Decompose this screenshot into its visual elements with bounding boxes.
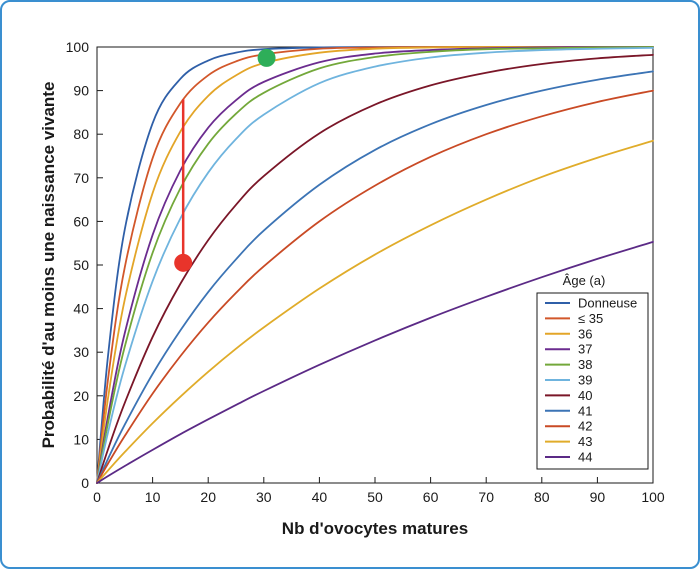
legend-entry-label: 38 bbox=[578, 357, 592, 372]
x-tick-label: 0 bbox=[93, 489, 101, 505]
series-line-10 bbox=[96, 240, 654, 484]
y-tick-label: 20 bbox=[73, 388, 89, 404]
legend-entry-label: 36 bbox=[578, 326, 592, 341]
y-tick-label: 30 bbox=[73, 344, 89, 360]
legend-entry-label: 37 bbox=[578, 342, 592, 357]
y-tick-label: 10 bbox=[73, 431, 89, 447]
series-line-7 bbox=[96, 70, 654, 484]
x-tick-label: 30 bbox=[256, 489, 272, 505]
y-axis-title: Probabilité d'au moins une naissance viv… bbox=[39, 82, 58, 449]
series-line-5 bbox=[96, 46, 654, 484]
series-line-4 bbox=[96, 46, 654, 484]
x-tick-label: 40 bbox=[312, 489, 328, 505]
series-line-6 bbox=[96, 53, 654, 484]
x-tick-label: 100 bbox=[641, 489, 665, 505]
legend-entry-label: 43 bbox=[578, 434, 592, 449]
series-lines bbox=[96, 46, 654, 484]
x-tick-label: 70 bbox=[478, 489, 494, 505]
series-line-9 bbox=[96, 139, 654, 484]
x-tick-label: 80 bbox=[534, 489, 550, 505]
legend-entry-label: ≤ 35 bbox=[578, 311, 603, 326]
series-line-8 bbox=[96, 89, 654, 484]
x-tick-label: 90 bbox=[590, 489, 606, 505]
highlight-marker-0 bbox=[174, 253, 193, 272]
y-tick-label: 40 bbox=[73, 301, 89, 317]
legend-entry-label: 42 bbox=[578, 419, 592, 434]
highlight-marker-1 bbox=[257, 48, 276, 67]
y-tick-label: 70 bbox=[73, 170, 89, 186]
x-tick-label: 60 bbox=[423, 489, 439, 505]
legend-entry-label: 39 bbox=[578, 373, 592, 388]
legend-entry-label: Donneuse bbox=[578, 296, 637, 311]
x-tick-label: 10 bbox=[145, 489, 161, 505]
legend-entry-label: 44 bbox=[578, 450, 592, 465]
legend-entry-label: 40 bbox=[578, 388, 592, 403]
x-axis-title: Nb d'ovocytes matures bbox=[282, 519, 468, 538]
y-tick-label: 90 bbox=[73, 83, 89, 99]
x-tick-label: 50 bbox=[367, 489, 383, 505]
y-tick-label: 80 bbox=[73, 126, 89, 142]
y-tick-label: 60 bbox=[73, 213, 89, 229]
y-tick-label: 100 bbox=[66, 39, 90, 55]
x-axis-ticks: 0 10 20 30 40 50 60 70 80 90 100 bbox=[93, 477, 665, 505]
x-tick-label: 20 bbox=[200, 489, 216, 505]
y-tick-label: 0 bbox=[81, 475, 89, 491]
legend-entry-label: 41 bbox=[578, 403, 592, 418]
annotations bbox=[174, 48, 276, 272]
y-tick-label: 50 bbox=[73, 257, 89, 273]
legend-title: Âge (a) bbox=[563, 273, 606, 288]
